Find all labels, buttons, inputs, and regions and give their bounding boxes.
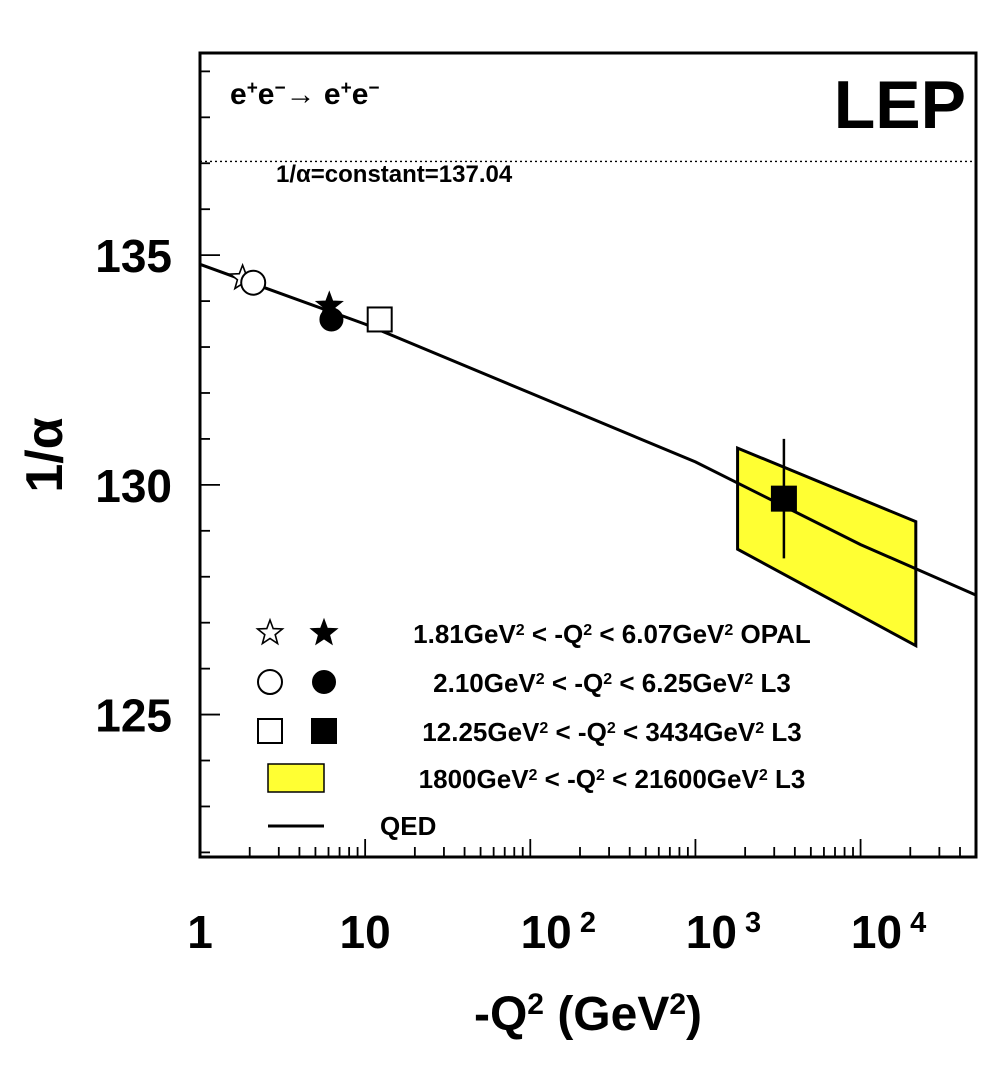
- superscript: 2: [572, 907, 596, 939]
- text-run: 10: [686, 906, 737, 958]
- text-run: < -Q: [545, 668, 604, 698]
- text-run: < 3434GeV: [616, 717, 756, 747]
- text-run: 1/α=constant=137.04: [276, 161, 513, 188]
- text-run: 10: [340, 906, 391, 958]
- superscript: 2: [539, 720, 548, 737]
- text-run: 1: [187, 906, 213, 958]
- plot-frame: [198, 51, 978, 859]
- point-square-open: [366, 306, 393, 333]
- text-run: 12.25GeV: [422, 717, 540, 747]
- x-tick-label: 10 3: [686, 906, 761, 958]
- text-run: < 6.25GeV: [612, 668, 745, 698]
- text-run: OPAL: [733, 619, 811, 649]
- legend-label: 1800GeV2 < -Q2 < 21600GeV2 L3: [419, 764, 806, 794]
- legend-circle-filled: [312, 670, 336, 694]
- superscript: 2: [755, 720, 764, 737]
- text-run: 10: [521, 906, 572, 958]
- text-run: < -Q: [548, 717, 607, 747]
- legend-band-swatch: [267, 763, 325, 793]
- text-run: L3: [764, 717, 802, 747]
- process-label: e+e−→ e+e−: [230, 78, 380, 112]
- text-run: LEP: [834, 67, 966, 143]
- legend-label: 12.25GeV2 < -Q2 < 3434GeV2 L3: [422, 717, 801, 747]
- superscript: 2: [669, 988, 686, 1021]
- text-run: 1800GeV: [419, 764, 530, 794]
- legend-label: QED: [380, 811, 436, 841]
- superscript: 2: [536, 671, 545, 688]
- y-tick-label: 135: [95, 230, 172, 282]
- y-axis-title: 1/α: [16, 417, 74, 492]
- text-run: < 6.07GeV: [592, 619, 725, 649]
- superscript: 2: [529, 767, 538, 784]
- point-square-filled: [770, 485, 797, 512]
- text-run: 125: [95, 690, 172, 742]
- text-run: ): [686, 988, 702, 1041]
- text-run: e: [352, 78, 369, 111]
- legend-square-filled: [311, 718, 337, 744]
- legend-star-filled: [309, 617, 339, 646]
- text-run: 10: [851, 906, 902, 958]
- x-axis-title: -Q2 (GeV2): [474, 988, 702, 1042]
- superscript: 2: [516, 622, 525, 639]
- y-tick-label: 125: [95, 690, 172, 742]
- constant-label: 1/α=constant=137.04: [276, 161, 513, 188]
- qed-curve: [199, 262, 977, 597]
- superscript: 2: [724, 622, 733, 639]
- text-run: -Q: [474, 988, 527, 1041]
- text-run: < 21600GeV: [605, 764, 760, 794]
- superscript: +: [341, 78, 352, 99]
- band-1800-21600-l3: [736, 445, 918, 649]
- x-tick-label: 1: [187, 906, 213, 958]
- text-run: (GeV: [544, 988, 669, 1041]
- superscript: −: [368, 78, 379, 99]
- superscript: 2: [744, 671, 753, 688]
- text-run: L3: [768, 764, 806, 794]
- superscript: −: [274, 78, 285, 99]
- text-run: 135: [95, 230, 172, 282]
- x-tick-label: 10 4: [851, 906, 926, 958]
- text-run: L3: [753, 668, 791, 698]
- text-run: 130: [95, 460, 172, 512]
- point-circle-open: [240, 269, 267, 296]
- text-run: QED: [380, 811, 436, 841]
- text-run: < -Q: [525, 619, 584, 649]
- superscript: 2: [759, 767, 768, 784]
- superscript: 2: [603, 671, 612, 688]
- superscript: 3: [737, 907, 761, 939]
- experiment-label: LEP: [834, 67, 966, 143]
- text-run: 1/α: [16, 417, 74, 492]
- y-tick-label: 130: [95, 460, 172, 512]
- legend-square-open: [257, 718, 283, 744]
- superscript: 2: [607, 720, 616, 737]
- text-run: 1.81GeV: [413, 619, 516, 649]
- plot-area: [199, 160, 977, 649]
- text-run: < -Q: [537, 764, 596, 794]
- x-tick-label: 10: [340, 906, 391, 958]
- superscript: +: [247, 78, 258, 99]
- text-run: 2.10GeV: [433, 668, 536, 698]
- superscript: 2: [583, 622, 592, 639]
- text-run: e: [258, 78, 275, 111]
- point-circle-filled: [319, 307, 344, 332]
- text-run: → e: [286, 78, 341, 111]
- legend-circle-open: [257, 669, 283, 695]
- legend-label: 2.10GeV2 < -Q2 < 6.25GeV2 L3: [433, 668, 791, 698]
- superscript: 4: [902, 907, 926, 939]
- legend-star-open: [255, 617, 285, 646]
- x-tick-label: 10 2: [521, 906, 596, 958]
- superscript: 2: [596, 767, 605, 784]
- superscript: 2: [527, 988, 544, 1021]
- legend-label: 1.81GeV2 < -Q2 < 6.07GeV2 OPAL: [413, 619, 811, 649]
- text-run: e: [230, 78, 247, 111]
